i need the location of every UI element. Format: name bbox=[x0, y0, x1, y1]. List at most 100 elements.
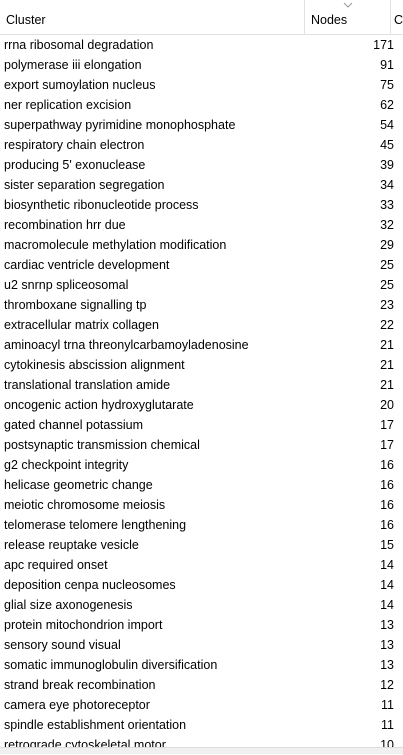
cell-node-count: 14 bbox=[380, 578, 394, 592]
cell-cluster-name: biosynthetic ribonucleotide process bbox=[4, 198, 199, 212]
table-row[interactable]: u2 snrnp spliceosomal 25 bbox=[0, 275, 394, 295]
table-row[interactable]: aminoacyl trna threonylcarbamoyladenosin… bbox=[0, 335, 394, 355]
table-row[interactable]: helicase geometric change 16 bbox=[0, 475, 394, 495]
table-bottom-edge bbox=[0, 747, 403, 754]
table-header: Cluster Nodes C bbox=[0, 0, 403, 35]
cell-node-count: 39 bbox=[380, 158, 394, 172]
cell-node-count: 25 bbox=[380, 258, 394, 272]
cell-cluster-name: apc required onset bbox=[4, 558, 108, 572]
table-row[interactable]: biosynthetic ribonucleotide process 33 bbox=[0, 195, 394, 215]
table-row[interactable]: meiotic chromosome meiosis 16 bbox=[0, 495, 394, 515]
cell-node-count: 16 bbox=[380, 458, 394, 472]
cell-cluster-name: glial size axonogenesis bbox=[4, 598, 133, 612]
table-row[interactable]: thromboxane signalling tp 23 bbox=[0, 295, 394, 315]
cell-node-count: 16 bbox=[380, 518, 394, 532]
cell-node-count: 21 bbox=[380, 338, 394, 352]
table-row[interactable]: release reuptake vesicle 15 bbox=[0, 535, 394, 555]
cell-node-count: 91 bbox=[380, 58, 394, 72]
cell-node-count: 75 bbox=[380, 78, 394, 92]
table-row[interactable]: recombination hrr due 32 bbox=[0, 215, 394, 235]
cell-cluster-name: meiotic chromosome meiosis bbox=[4, 498, 166, 512]
cell-cluster-name: ner replication excision bbox=[4, 98, 132, 112]
cell-cluster-name: spindle establishment orientation bbox=[4, 718, 187, 732]
cell-node-count: 13 bbox=[380, 658, 394, 672]
cell-node-count: 16 bbox=[380, 478, 394, 492]
cell-cluster-name: polymerase iii elongation bbox=[4, 58, 142, 72]
cell-node-count: 171 bbox=[373, 38, 394, 52]
table-row[interactable]: camera eye photoreceptor 11 bbox=[0, 695, 394, 715]
table-row[interactable]: telomerase telomere lengthening 16 bbox=[0, 515, 394, 535]
cell-cluster-name: rrna ribosomal degradation bbox=[4, 38, 154, 52]
cell-node-count: 54 bbox=[380, 118, 394, 132]
cell-node-count: 11 bbox=[381, 698, 394, 712]
table-row[interactable]: apc required onset 14 bbox=[0, 555, 394, 575]
table-row[interactable]: postsynaptic transmission chemical 17 bbox=[0, 435, 394, 455]
column-header-extra-label: C bbox=[394, 13, 403, 27]
sort-descending-icon bbox=[343, 2, 353, 8]
column-header-nodes[interactable]: Nodes bbox=[305, 0, 391, 34]
table-row[interactable]: extracellular matrix collagen 22 bbox=[0, 315, 394, 335]
cell-cluster-name: producing 5' exonuclease bbox=[4, 158, 146, 172]
table-row[interactable]: sensory sound visual 13 bbox=[0, 635, 394, 655]
table-row[interactable]: cardiac ventricle development 25 bbox=[0, 255, 394, 275]
cell-cluster-name: cytokinesis abscission alignment bbox=[4, 358, 185, 372]
cell-node-count: 17 bbox=[380, 418, 394, 432]
cell-node-count: 21 bbox=[380, 358, 394, 372]
cell-node-count: 29 bbox=[380, 238, 394, 252]
table-body: rrna ribosomal degradation 171 polymerase … bbox=[0, 35, 394, 755]
cell-cluster-name: helicase geometric change bbox=[4, 478, 153, 492]
cell-cluster-name: g2 checkpoint integrity bbox=[4, 458, 129, 472]
table-row[interactable]: protein mitochondrion import 13 bbox=[0, 615, 394, 635]
cell-cluster-name: respiratory chain electron bbox=[4, 138, 145, 152]
table-row[interactable]: deposition cenpa nucleosomes 14 bbox=[0, 575, 394, 595]
cell-node-count: 13 bbox=[380, 638, 394, 652]
table-row[interactable]: sister separation segregation 34 bbox=[0, 175, 394, 195]
cell-node-count: 23 bbox=[380, 298, 394, 312]
table-row[interactable]: glial size axonogenesis 14 bbox=[0, 595, 394, 615]
cell-node-count: 45 bbox=[380, 138, 394, 152]
cell-cluster-name: postsynaptic transmission chemical bbox=[4, 438, 200, 452]
cell-cluster-name: release reuptake vesicle bbox=[4, 538, 139, 552]
cell-node-count: 62 bbox=[380, 98, 394, 112]
cell-cluster-name: camera eye photoreceptor bbox=[4, 698, 150, 712]
table-row[interactable]: cytokinesis abscission alignment 21 bbox=[0, 355, 394, 375]
table-row[interactable]: strand break recombination 12 bbox=[0, 675, 394, 695]
table-row[interactable]: rrna ribosomal degradation 171 bbox=[0, 35, 394, 55]
cell-cluster-name: macromolecule methylation modification bbox=[4, 238, 227, 252]
table-row[interactable]: macromolecule methylation modification 29 bbox=[0, 235, 394, 255]
table-row[interactable]: ner replication excision 62 bbox=[0, 95, 394, 115]
table-row[interactable]: producing 5' exonuclease 39 bbox=[0, 155, 394, 175]
table-row[interactable]: somatic immunoglobulin diversification 13 bbox=[0, 655, 394, 675]
table-row[interactable]: g2 checkpoint integrity 16 bbox=[0, 455, 394, 475]
cell-cluster-name: recombination hrr due bbox=[4, 218, 126, 232]
table-row[interactable]: respiratory chain electron 45 bbox=[0, 135, 394, 155]
cell-node-count: 12 bbox=[380, 678, 394, 692]
table-row[interactable]: spindle establishment orientation 11 bbox=[0, 715, 394, 735]
cell-cluster-name: oncogenic action hydroxyglutarate bbox=[4, 398, 194, 412]
cell-node-count: 32 bbox=[380, 218, 394, 232]
table-row[interactable]: export sumoylation nucleus 75 bbox=[0, 75, 394, 95]
cell-node-count: 22 bbox=[380, 318, 394, 332]
cell-cluster-name: cardiac ventricle development bbox=[4, 258, 170, 272]
cell-cluster-name: export sumoylation nucleus bbox=[4, 78, 156, 92]
cell-cluster-name: thromboxane signalling tp bbox=[4, 298, 147, 312]
cell-cluster-name: aminoacyl trna threonylcarbamoyladenosin… bbox=[4, 338, 249, 352]
column-header-extra[interactable]: C bbox=[391, 0, 403, 34]
table-row[interactable]: polymerase iii elongation 91 bbox=[0, 55, 394, 75]
table-row[interactable]: gated channel potassium 17 bbox=[0, 415, 394, 435]
cell-node-count: 11 bbox=[381, 718, 394, 732]
table-row[interactable]: superpathway pyrimidine monophosphate 54 bbox=[0, 115, 394, 135]
cell-node-count: 21 bbox=[380, 378, 394, 392]
cell-node-count: 15 bbox=[380, 538, 394, 552]
cell-node-count: 16 bbox=[380, 498, 394, 512]
cell-node-count: 33 bbox=[380, 198, 394, 212]
table-row[interactable]: oncogenic action hydroxyglutarate 20 bbox=[0, 395, 394, 415]
cell-cluster-name: translational translation amide bbox=[4, 378, 171, 392]
column-header-cluster[interactable]: Cluster bbox=[0, 0, 305, 34]
cell-cluster-name: strand break recombination bbox=[4, 678, 156, 692]
cell-cluster-name: extracellular matrix collagen bbox=[4, 318, 159, 332]
table-row[interactable]: translational translation amide 21 bbox=[0, 375, 394, 395]
cell-cluster-name: gated channel potassium bbox=[4, 418, 143, 432]
cell-cluster-name: u2 snrnp spliceosomal bbox=[4, 278, 129, 292]
